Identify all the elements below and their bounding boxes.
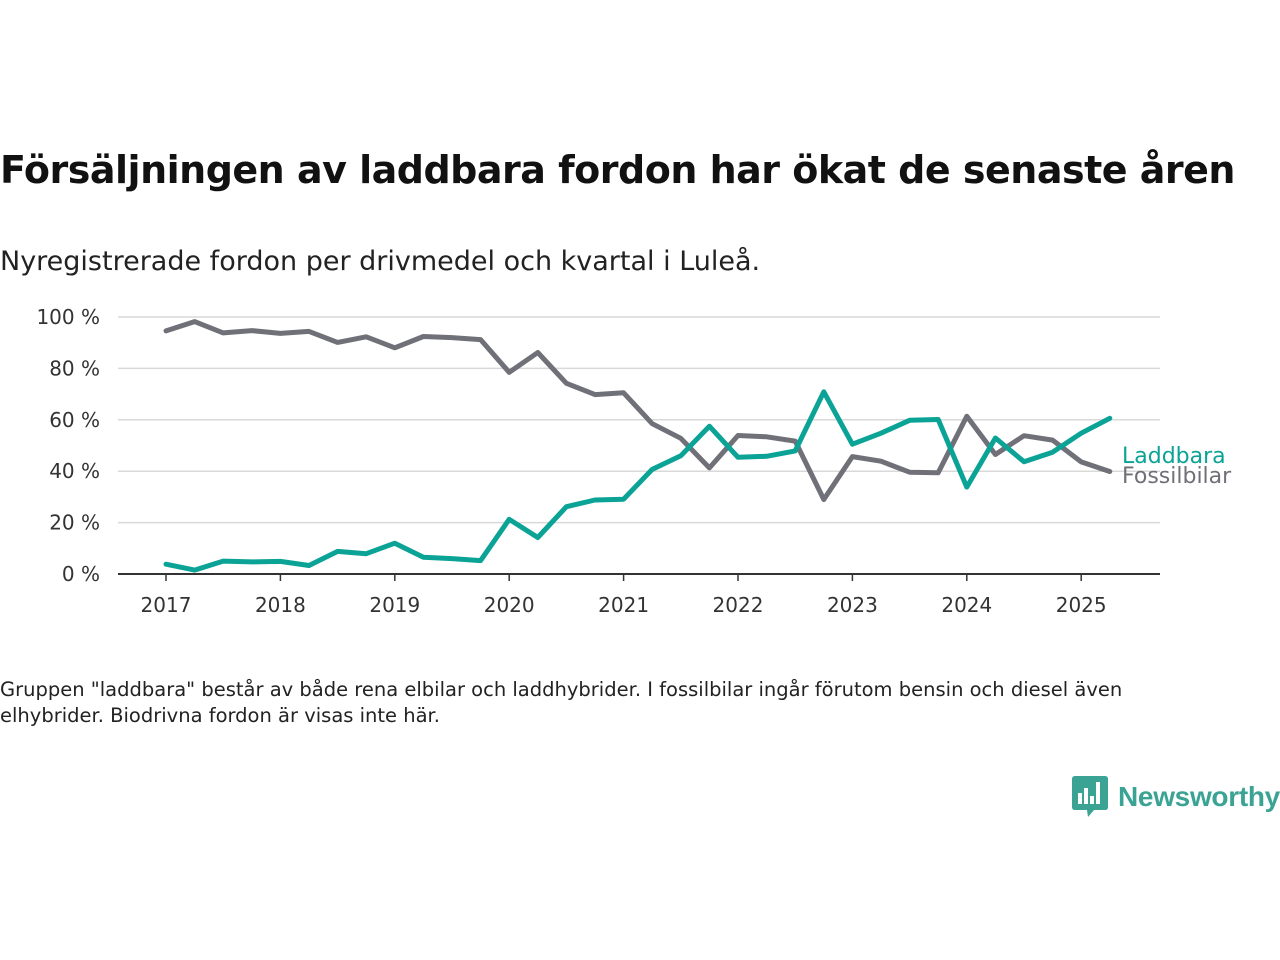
brand-logo: Newsworthy — [1072, 776, 1280, 818]
x-tick-label: 2018 — [255, 593, 306, 617]
x-tick-label: 2017 — [141, 593, 192, 617]
x-tick-label: 2021 — [598, 593, 649, 617]
line-chart: 0 % 20 % 40 % 60 % 80 % 100 % 2017 2018 2019 2020… — [36, 305, 1232, 617]
brand-name: Newsworthy — [1118, 781, 1280, 812]
chart-title: Försäljningen av laddbara fordon har öka… — [0, 148, 1235, 192]
y-tick-label: 0 % — [62, 562, 100, 586]
series-line-fossilbilar — [163, 319, 1113, 502]
x-tick-label: 2025 — [1056, 593, 1107, 617]
y-tick-label: 80 % — [49, 356, 100, 380]
series-label-fossilbilar: Fossilbilar — [1122, 464, 1232, 489]
y-tick-label: 60 % — [49, 408, 100, 432]
y-tick-label: 100 % — [36, 305, 100, 329]
x-tick-label: 2024 — [941, 593, 992, 617]
x-tick-label: 2023 — [827, 593, 878, 617]
x-tick-label: 2019 — [369, 593, 420, 617]
y-tick-label: 40 % — [49, 459, 100, 483]
x-tick-label: 2020 — [484, 593, 535, 617]
y-tick-label: 20 % — [49, 511, 100, 535]
footnote: Gruppen "laddbara" består av både rena e… — [0, 678, 1123, 727]
series-line-laddbara — [163, 389, 1113, 573]
newsworthy-logo-icon — [1072, 776, 1108, 817]
series-label-laddbara: Laddbara — [1122, 444, 1226, 469]
chart-subtitle: Nyregistrerade fordon per drivmedel och … — [0, 246, 761, 277]
x-tick-label: 2022 — [713, 593, 764, 617]
